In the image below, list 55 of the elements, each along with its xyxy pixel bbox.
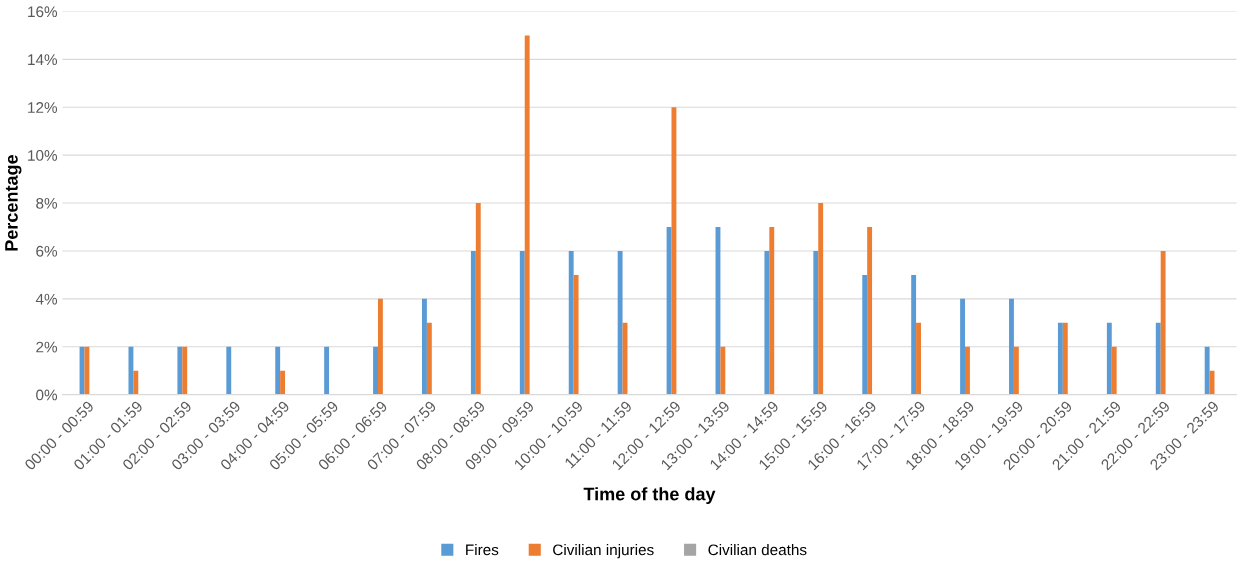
y-tick-label: 10% xyxy=(28,150,58,161)
bar xyxy=(911,274,917,395)
bar xyxy=(470,250,476,395)
legend-label: Fires xyxy=(466,544,499,556)
bar xyxy=(1204,346,1210,395)
bar xyxy=(916,322,921,395)
y-tick-label: 6% xyxy=(36,245,58,257)
y-tick-label: 8% xyxy=(36,197,58,209)
bar xyxy=(1009,298,1014,395)
bar xyxy=(373,346,378,395)
y-tick-label: 12% xyxy=(28,102,58,113)
bar xyxy=(1057,322,1063,395)
bar xyxy=(813,250,819,395)
bar xyxy=(769,227,775,395)
bar xyxy=(573,274,579,395)
bar xyxy=(280,370,286,395)
bar xyxy=(1106,322,1112,395)
bar xyxy=(1111,346,1117,395)
bar xyxy=(226,346,232,395)
bar xyxy=(275,346,281,395)
legend-label: Civilian deaths xyxy=(708,544,807,556)
bar xyxy=(1160,250,1166,395)
bar xyxy=(182,346,188,395)
bar xyxy=(671,107,677,395)
bar xyxy=(128,346,134,395)
y-tick-label: 14% xyxy=(28,54,58,65)
y-tick-label: 2% xyxy=(36,341,58,353)
bar xyxy=(720,346,726,395)
bar xyxy=(862,274,868,395)
bar xyxy=(764,250,770,395)
y-tick-label: 16% xyxy=(28,6,58,18)
x-axis-title: Time of the day xyxy=(583,487,716,504)
bar xyxy=(1062,322,1068,395)
legend-label: Civilian injuries xyxy=(553,544,654,559)
y-axis-title: Percentage xyxy=(5,155,22,251)
bar xyxy=(524,35,530,395)
bar xyxy=(519,250,525,395)
bar xyxy=(1155,322,1161,395)
bar xyxy=(377,298,383,395)
bar xyxy=(324,346,330,395)
bar xyxy=(426,322,432,395)
bar xyxy=(177,346,183,395)
y-tick-label: 0% xyxy=(36,389,58,401)
bar xyxy=(965,346,970,395)
bar xyxy=(1013,346,1019,395)
bar xyxy=(568,250,574,395)
bar xyxy=(84,346,90,395)
bar xyxy=(475,203,481,395)
bar xyxy=(422,298,427,395)
y-tick-label: 4% xyxy=(35,293,58,305)
bar xyxy=(867,227,873,395)
bar xyxy=(960,298,966,395)
bar xyxy=(818,203,824,395)
bar xyxy=(133,370,139,395)
bar xyxy=(617,250,623,395)
